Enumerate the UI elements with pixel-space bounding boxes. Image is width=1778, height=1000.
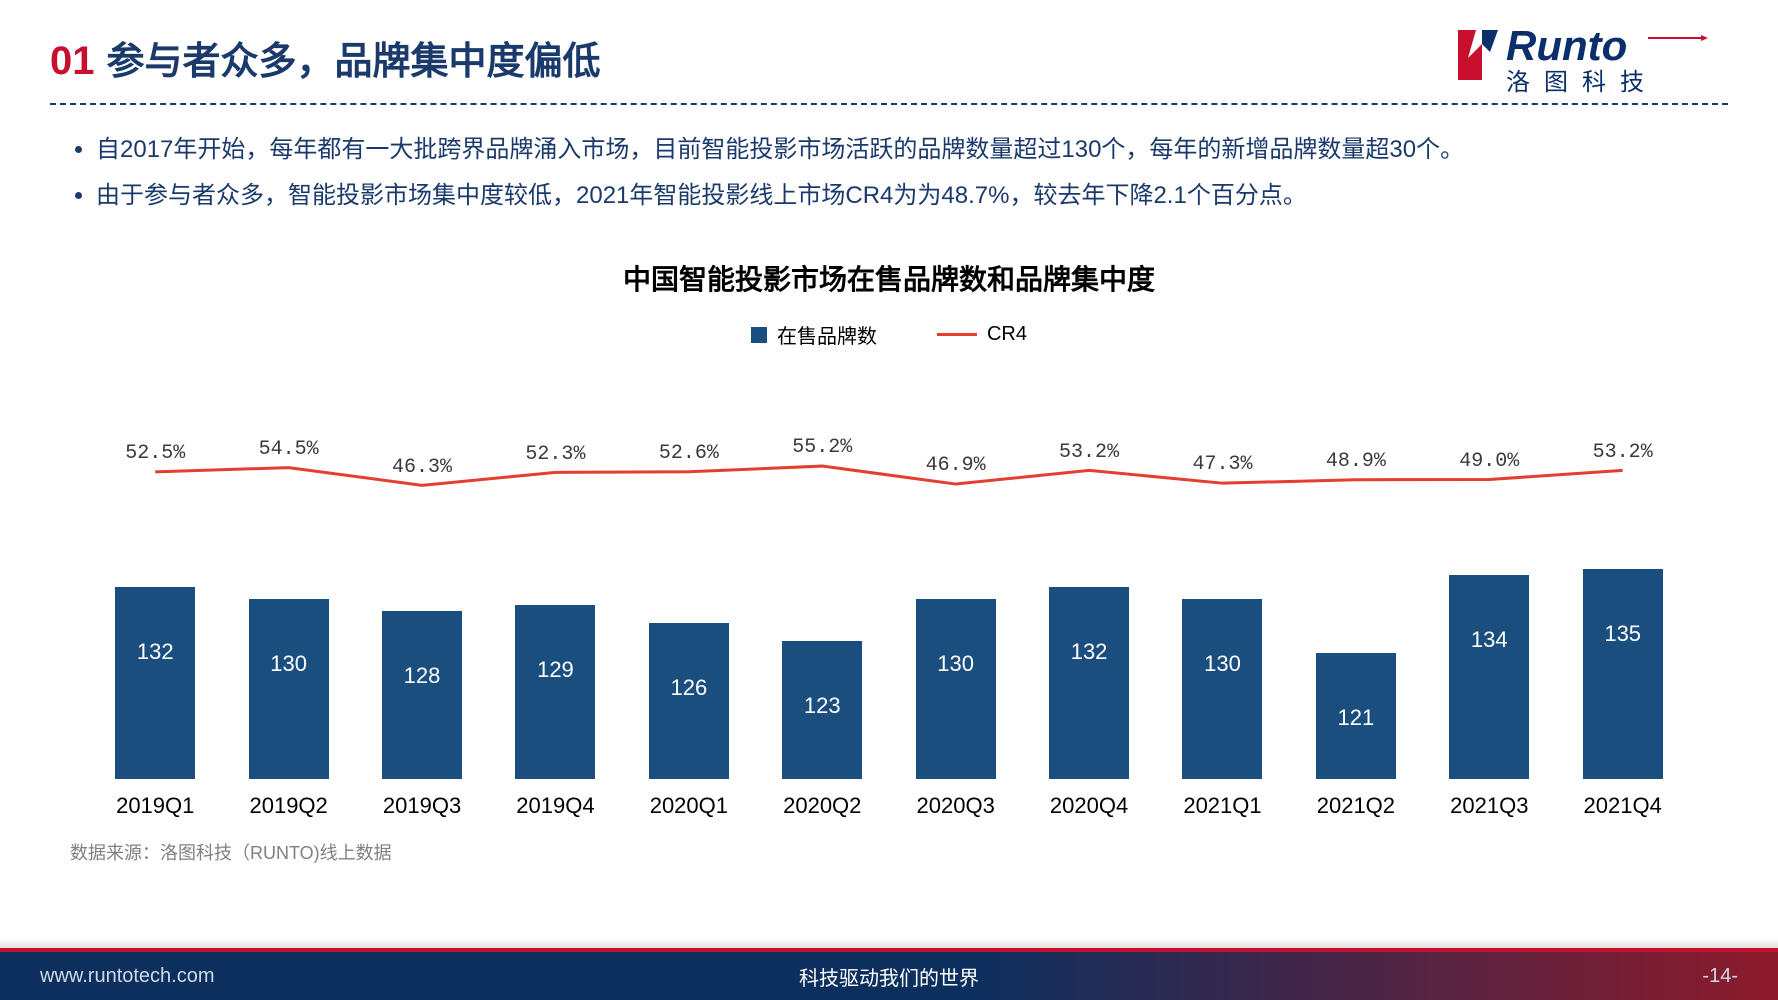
x-axis-label: 2020Q1 (650, 793, 728, 819)
x-axis-label: 2019Q1 (116, 793, 194, 819)
legend-line: CR4 (937, 320, 1027, 349)
section-number: 01 (50, 39, 95, 84)
chart-column: 130 2020Q3 (900, 599, 1010, 819)
line-value-label: 49.0% (1459, 450, 1519, 473)
bar: 123 (782, 641, 862, 779)
chart-column: 129 2019Q4 (500, 605, 610, 819)
chart-column: 128 2019Q3 (367, 611, 477, 819)
x-axis-label: 2020Q4 (1050, 793, 1128, 819)
line-value-label: 52.3% (525, 443, 585, 466)
combo-chart: 132 2019Q1 130 2019Q2 128 2019Q3 129 2019Q4 126 2… (100, 369, 1678, 819)
bar-value-label: 126 (670, 623, 707, 701)
data-source: 数据来源：洛图科技（RUNTO)线上数据 (0, 819, 1778, 865)
bar: 128 (382, 611, 462, 779)
x-axis-label: 2020Q3 (917, 793, 995, 819)
line-value-label: 53.2% (1059, 441, 1119, 464)
line-value-label: 55.2% (792, 436, 852, 459)
bar: 135 (1583, 569, 1663, 779)
chart-plot: 132 2019Q1 130 2019Q2 128 2019Q3 129 2019Q4 126 2… (100, 369, 1678, 819)
bar-value-label: 123 (804, 641, 841, 719)
x-axis-label: 2019Q3 (383, 793, 461, 819)
chart-legend: 在售品牌数 CR4 (0, 320, 1778, 349)
logo-text-top: Runto (1506, 22, 1627, 69)
line-value-label: 52.5% (125, 442, 185, 465)
bar: 132 (1049, 587, 1129, 779)
bar-value-label: 130 (937, 599, 974, 677)
bar: 130 (1182, 599, 1262, 779)
chart-column: 134 2021Q3 (1434, 575, 1544, 819)
x-axis-label: 2019Q4 (516, 793, 594, 819)
line-value-label: 48.9% (1326, 450, 1386, 473)
runto-logo: Runto 洛 图 科 技 (1448, 20, 1708, 105)
bar-value-label: 129 (537, 605, 574, 683)
footer: www.runtotech.com 科技驱动我们的世界 -14- (0, 952, 1778, 1000)
line-value-label: 46.9% (926, 454, 986, 477)
bar: 130 (249, 599, 329, 779)
bar: 134 (1449, 575, 1529, 779)
chart-column: 130 2021Q1 (1167, 599, 1277, 819)
logo-text-bottom: 洛 图 科 技 (1506, 69, 1648, 96)
bar: 121 (1316, 653, 1396, 779)
footer-url: www.runtotech.com (40, 965, 215, 988)
chart-column: 130 2019Q2 (233, 599, 343, 819)
bar-swatch-icon (751, 327, 767, 343)
chart-column: 123 2020Q2 (767, 641, 877, 819)
bar-value-label: 121 (1338, 653, 1375, 731)
bullet-item: 由于参与者众多，智能投影市场集中度较低，2021年智能投影线上市场CR4为为48… (96, 173, 1708, 219)
bar-value-label: 135 (1604, 569, 1641, 647)
chart-column: 121 2021Q2 (1301, 653, 1411, 819)
line-value-label: 47.3% (1192, 453, 1252, 476)
x-axis-label: 2019Q2 (249, 793, 327, 819)
footer-slogan: 科技驱动我们的世界 (799, 962, 979, 991)
chart-column: 126 2020Q1 (634, 623, 744, 819)
x-axis-label: 2020Q2 (783, 793, 861, 819)
chart-column: 135 2021Q4 (1567, 569, 1677, 819)
bar-value-label: 130 (270, 599, 307, 677)
chart-column: 132 2020Q4 (1034, 587, 1144, 819)
x-axis-label: 2021Q4 (1584, 793, 1662, 819)
bar: 132 (115, 587, 195, 779)
x-axis-label: 2021Q3 (1450, 793, 1528, 819)
slide: 01 参与者众多，品牌集中度偏低 Runto 洛 图 科 技 自2017年开始，… (0, 0, 1778, 1000)
chart-title: 中国智能投影市场在售品牌数和品牌集中度 (0, 258, 1778, 298)
bar-value-label: 132 (1071, 587, 1108, 665)
footer-shadow (0, 938, 1778, 948)
bar: 126 (649, 623, 729, 779)
bar: 130 (916, 599, 996, 779)
slide-title: 参与者众多，品牌集中度偏低 (107, 30, 601, 85)
page-number: -14- (1702, 965, 1738, 988)
bar-value-label: 130 (1204, 599, 1241, 677)
x-axis-label: 2021Q2 (1317, 793, 1395, 819)
legend-bar-label: 在售品牌数 (777, 320, 877, 349)
bar-value-label: 132 (137, 587, 174, 665)
legend-bar: 在售品牌数 (751, 320, 877, 349)
legend-line-label: CR4 (987, 323, 1027, 346)
bullet-item: 自2017年开始，每年都有一大批跨界品牌涌入市场，目前智能投影市场活跃的品牌数量… (96, 127, 1708, 173)
bar-value-label: 128 (404, 611, 441, 689)
line-value-label: 54.5% (259, 438, 319, 461)
line-value-label: 46.3% (392, 456, 452, 479)
bar: 129 (515, 605, 595, 779)
bullet-list: 自2017年开始，每年都有一大批跨界品牌涌入市场，目前智能投影市场活跃的品牌数量… (0, 105, 1778, 218)
chart-column: 132 2019Q1 (100, 587, 210, 819)
line-value-label: 52.6% (659, 442, 719, 465)
line-value-label: 53.2% (1593, 441, 1653, 464)
x-axis-label: 2021Q1 (1183, 793, 1261, 819)
line-swatch-icon (937, 333, 977, 336)
bar-value-label: 134 (1471, 575, 1508, 653)
